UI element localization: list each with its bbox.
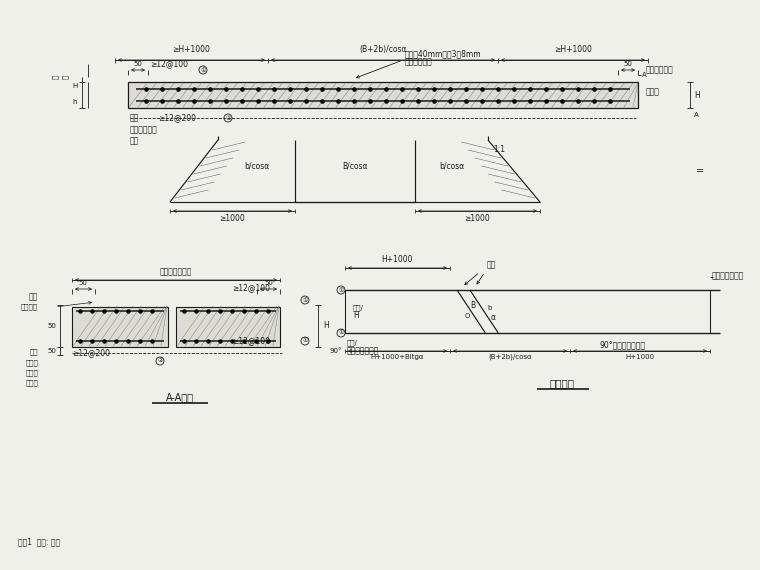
Text: 整稳层: 整稳层 (25, 380, 38, 386)
Text: ①: ① (338, 287, 344, 292)
Text: A: A (694, 112, 698, 118)
Text: h: h (73, 99, 78, 105)
Text: 基层: 基层 (130, 113, 139, 123)
Text: 平面布置: 平面布置 (550, 378, 575, 388)
Text: O: O (465, 312, 470, 319)
Text: 三基: 三基 (130, 136, 139, 145)
Text: b/cosα: b/cosα (439, 161, 464, 170)
Text: 50: 50 (623, 61, 632, 67)
Text: 用填缝料填塞: 用填缝料填塞 (405, 57, 432, 66)
Text: =: = (696, 166, 704, 176)
Text: H: H (323, 321, 329, 331)
Text: 纵向缝缝: 纵向缝缝 (21, 304, 38, 310)
Text: 50: 50 (264, 280, 274, 286)
Text: 50: 50 (78, 280, 87, 286)
Text: H: H (72, 83, 78, 89)
Text: 一设传力杆平缝: 一设传力杆平缝 (712, 271, 744, 280)
Text: ①: ① (200, 67, 206, 72)
Text: 校整层: 校整层 (25, 370, 38, 376)
Text: 水泥混凝土板宽: 水泥混凝土板宽 (160, 267, 192, 276)
Text: 板: 板 (62, 75, 68, 79)
Text: 90°普通混凝土面板: 90°普通混凝土面板 (600, 340, 646, 349)
Text: ≥12@200: ≥12@200 (158, 113, 196, 123)
Text: ≥12@100: ≥12@100 (232, 336, 270, 345)
Text: ①: ① (338, 331, 344, 336)
Text: 底基层或整层: 底基层或整层 (130, 125, 158, 135)
Text: 切缝: 切缝 (487, 260, 496, 269)
Text: 注：1  单位: 毫米: 注：1 单位: 毫米 (18, 538, 60, 547)
Text: ≥12@100: ≥12@100 (232, 283, 270, 292)
Text: ≥H+1000: ≥H+1000 (173, 45, 211, 54)
Bar (128, 82, 638, 108)
Text: 砼: 砼 (52, 75, 59, 79)
Text: 普通混凝土面板: 普通混凝土面板 (347, 347, 379, 356)
Text: H+1000: H+1000 (625, 354, 654, 360)
Text: 拉杆: 拉杆 (29, 292, 38, 302)
Bar (176, 307, 280, 347)
Text: ①: ① (302, 339, 308, 344)
Text: ②: ② (157, 359, 163, 364)
Text: 斜缝/: 斜缝/ (353, 304, 364, 311)
Text: 茶层: 茶层 (30, 349, 38, 355)
Text: 设力杆: 设力杆 (646, 88, 660, 96)
Text: H+1000: H+1000 (382, 255, 413, 264)
Text: ②: ② (225, 116, 231, 120)
Text: 90°: 90° (330, 348, 342, 354)
Text: b: b (487, 306, 492, 311)
Text: α: α (490, 313, 496, 322)
Text: B: B (470, 301, 475, 310)
Text: 切缝深40mm，宽3～8mm: 切缝深40mm，宽3～8mm (405, 49, 482, 58)
Text: H: H (353, 311, 359, 320)
Text: ≥1000: ≥1000 (464, 214, 490, 223)
Text: A-A断面: A-A断面 (166, 392, 194, 402)
Text: ≥12@100: ≥12@100 (150, 59, 188, 68)
Text: (B+2b)/cosα: (B+2b)/cosα (488, 354, 532, 360)
Text: H: H (694, 91, 700, 100)
Text: b/cosα: b/cosα (244, 161, 269, 170)
Bar (72, 307, 168, 347)
Text: ≥12@200: ≥12@200 (72, 348, 110, 357)
Text: 斜缝/: 斜缝/ (347, 340, 358, 347)
Text: ≥1000: ≥1000 (220, 214, 245, 223)
Text: (B+2b)/cosα: (B+2b)/cosα (359, 45, 407, 54)
Text: ≥H+1000: ≥H+1000 (554, 45, 592, 54)
Text: B/cosα: B/cosα (342, 161, 368, 170)
Text: 1:1: 1:1 (493, 145, 505, 154)
Text: 设传力杆平缝: 设传力杆平缝 (646, 66, 674, 75)
Text: 50: 50 (47, 323, 56, 329)
Text: A: A (642, 72, 647, 78)
Text: H+1000+Bltgα: H+1000+Bltgα (371, 354, 424, 360)
Text: 50: 50 (47, 348, 56, 354)
Text: ①: ① (302, 298, 308, 303)
Text: 50: 50 (134, 61, 142, 67)
Text: 底基层: 底基层 (25, 360, 38, 367)
